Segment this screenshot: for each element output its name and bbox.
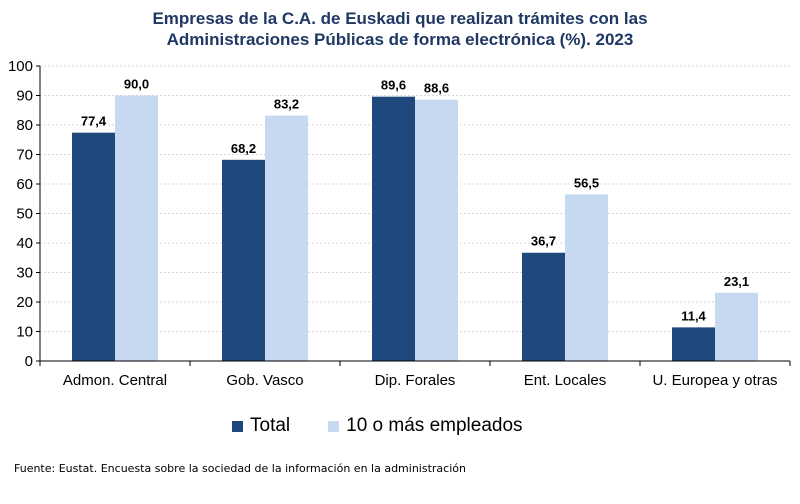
y-tick-label: 0 [25,353,33,370]
x-category-label: Gob. Vasco [226,372,303,389]
legend-item-10-mas: 10 o más empleados [328,415,523,437]
y-tick-label: 10 [16,324,33,341]
legend-label-10-mas: 10 o más empleados [346,415,523,436]
bar-10-mas-3 [565,194,608,361]
y-tick-label: 90 [16,88,33,105]
bar-total-2 [372,96,415,362]
x-category-label: Admon. Central [63,372,167,389]
x-category-label: Dip. Forales [375,372,456,389]
bar-10-mas-2 [415,99,458,361]
chart-title: Empresas de la C.A. de Euskadi que reali… [0,8,800,50]
x-category-label: U. Europea y otras [652,372,777,389]
bar-total-4 [672,327,715,361]
data-label: 11,4 [681,308,706,323]
y-tick-label: 70 [16,147,33,164]
data-label: 90,0 [124,77,149,92]
chart-title-line-1: Empresas de la C.A. de Euskadi que reali… [152,9,648,28]
bar-10-mas-1 [265,115,308,361]
data-label: 23,1 [724,274,749,289]
data-label: 83,2 [274,97,299,112]
data-label: 88,6 [424,81,449,96]
data-label: 89,6 [381,78,406,93]
data-label: 68,2 [231,141,256,156]
data-label: 36,7 [531,234,556,249]
x-category-label: Ent. Locales [524,372,607,389]
source-note: Fuente: Eustat. Encuesta sobre la socied… [14,462,466,475]
chart-title-line-2: Administraciones Públicas de forma elect… [166,30,634,49]
bar-10-mas-0 [115,95,158,361]
y-tick-label: 60 [16,176,33,193]
bar-total-3 [522,252,565,361]
bar-chart: 0 10 20 30 40 50 60 70 80 90 100 77,4 90,0 68,2 83,2 8… [8,58,791,389]
legend: Total 10 o más empleados [232,414,561,438]
y-tick-label: 100 [8,58,33,75]
y-tick-label: 40 [16,235,33,252]
bar-total-1 [222,159,265,361]
legend-label-total: Total [250,415,291,436]
data-label: 56,5 [574,175,599,190]
y-tick-label: 20 [16,294,33,311]
bar-total-0 [72,132,115,361]
legend-swatch-10-mas [328,420,340,432]
y-tick-label: 30 [16,265,33,282]
legend-swatch-total [232,420,243,432]
bar-10-mas-4 [715,292,758,361]
y-tick-label: 50 [16,206,33,223]
y-tick-label: 80 [16,117,33,134]
data-label: 77,4 [81,114,107,129]
legend-item-total: Total [232,415,290,437]
